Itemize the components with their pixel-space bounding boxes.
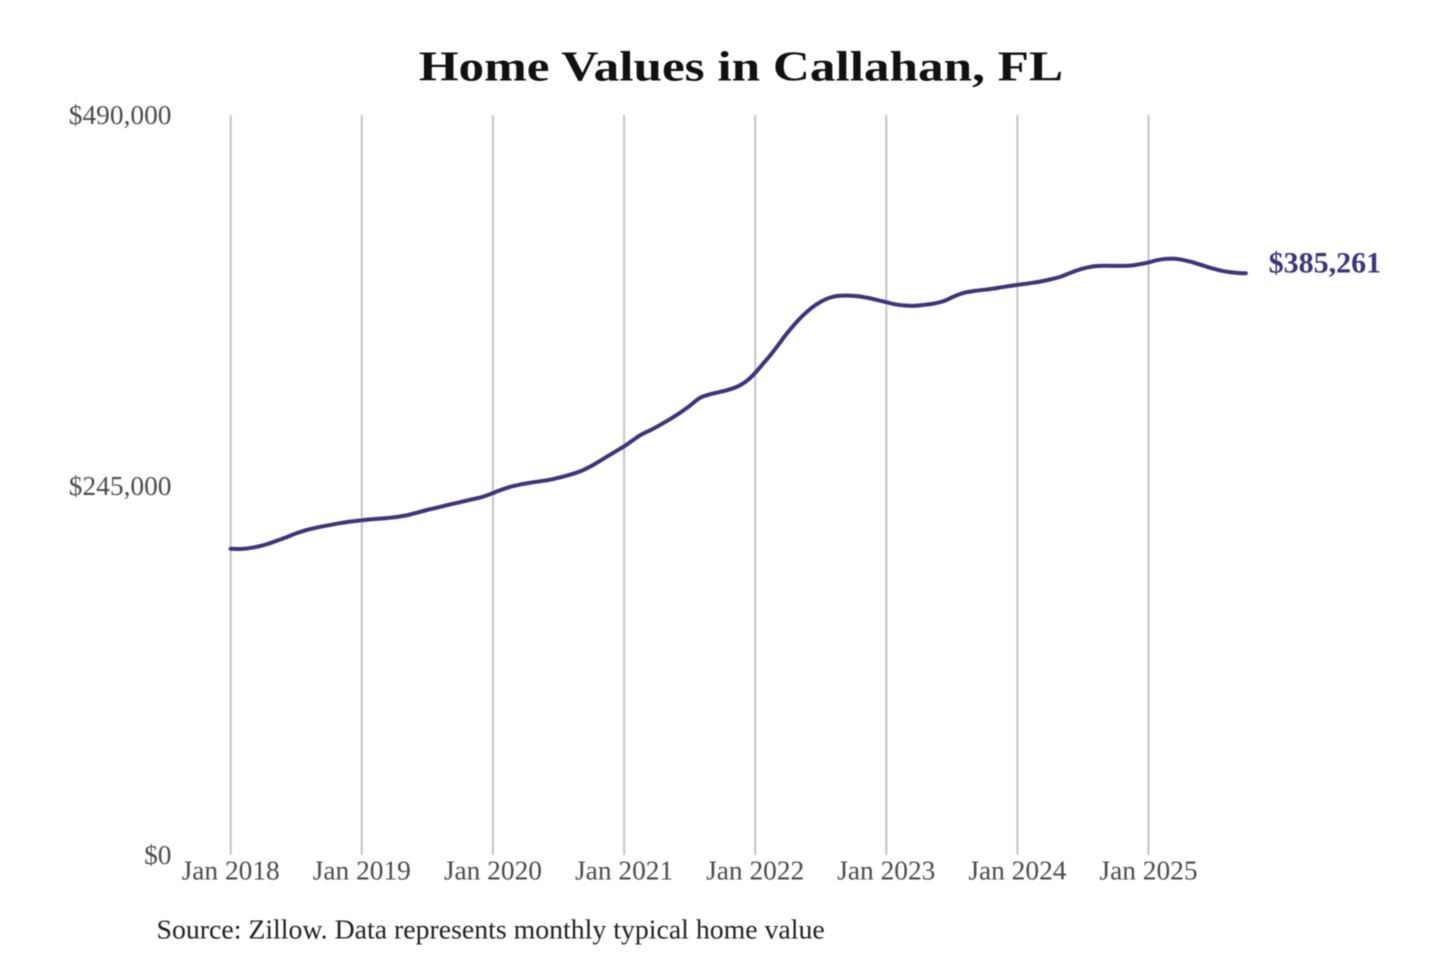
svg-text:Jan 2021: Jan 2021 — [575, 856, 673, 886]
svg-text:Jan 2018: Jan 2018 — [182, 856, 280, 886]
svg-text:$490,000: $490,000 — [69, 100, 172, 130]
svg-text:$0: $0 — [144, 840, 171, 870]
svg-text:Jan 2024: Jan 2024 — [968, 856, 1066, 886]
svg-text:$385,261: $385,261 — [1269, 247, 1382, 280]
svg-text:$245,000: $245,000 — [69, 471, 172, 501]
svg-text:Jan 2019: Jan 2019 — [313, 856, 411, 886]
svg-text:Jan 2025: Jan 2025 — [1099, 856, 1197, 886]
svg-text:Jan 2022: Jan 2022 — [706, 856, 804, 886]
svg-text:Home Values in Callahan, FL: Home Values in Callahan, FL — [419, 44, 1063, 91]
svg-text:Jan 2023: Jan 2023 — [837, 856, 935, 886]
svg-text:Source: Zillow. Data represent: Source: Zillow. Data represents monthly … — [157, 915, 825, 946]
svg-text:Jan 2020: Jan 2020 — [444, 856, 542, 886]
